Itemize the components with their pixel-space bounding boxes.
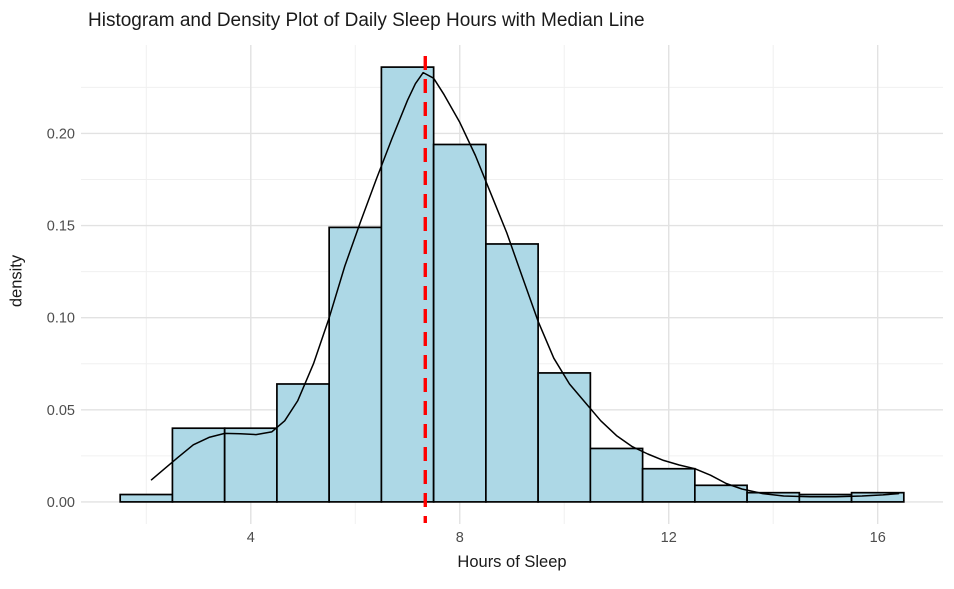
- y-axis-title: density: [7, 254, 26, 308]
- histogram-bar-8: [432, 143, 487, 503]
- histogram-bar-11: [589, 447, 644, 503]
- x-axis-title: Hours of Sleep: [457, 553, 567, 571]
- histogram-bar-9: [485, 243, 539, 503]
- histogram-bar-16: [850, 491, 905, 503]
- x-axis-tick-label: 16: [870, 530, 886, 546]
- x-axis-tick-label: 8: [456, 530, 464, 546]
- y-axis-tick-label: 0.05: [47, 403, 75, 419]
- x-axis-tick-label: 4: [247, 530, 255, 546]
- y-axis-tick-label: 0.20: [47, 126, 75, 142]
- histogram-bar-10: [537, 372, 592, 503]
- histogram-bar-6: [328, 226, 383, 503]
- histogram-bar-4: [223, 427, 278, 503]
- density-curve: [150, 71, 900, 498]
- y-axis-tick-label: 0.15: [47, 219, 75, 235]
- y-axis-tick-label: 0.00: [47, 495, 75, 511]
- y-axis-tick-label: 0.10: [47, 311, 75, 327]
- histogram-bar-15: [798, 493, 853, 503]
- histogram-bar-5: [276, 383, 331, 503]
- histogram-bar-12: [641, 467, 696, 503]
- chart-title: Histogram and Density Plot of Daily Slee…: [88, 10, 645, 31]
- histogram-bar-2: [119, 493, 174, 503]
- histogram-bar-3: [171, 427, 226, 503]
- x-axis-tick-label: 12: [661, 530, 677, 546]
